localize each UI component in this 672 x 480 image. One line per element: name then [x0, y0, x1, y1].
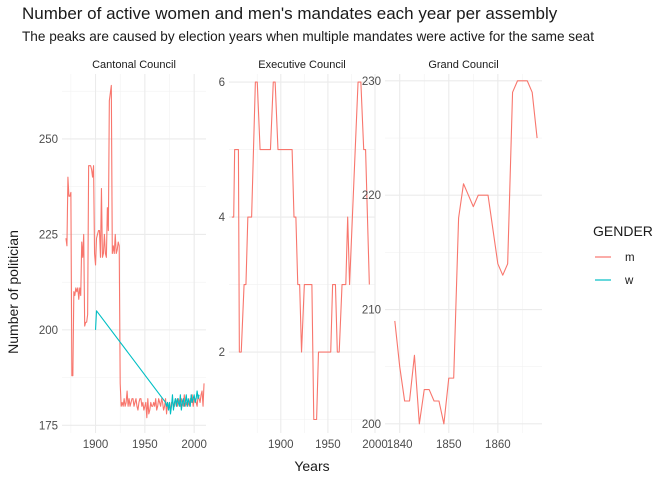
x-tick-label: 2000 — [181, 439, 207, 451]
x-tick-label: 1950 — [315, 439, 341, 451]
facet-strip-label: Executive Council — [258, 59, 345, 71]
y-tick-label: 225 — [39, 229, 58, 241]
y-tick-label: 175 — [39, 420, 58, 432]
y-tick-label: 2 — [219, 347, 225, 359]
series-line-m — [394, 80, 538, 425]
x-tick-label: 2000 — [362, 439, 388, 451]
y-tick-label: 250 — [39, 134, 58, 146]
x-tick-label: 1900 — [268, 439, 294, 451]
y-tick-label: 200 — [39, 325, 58, 337]
legend-title: GENDER — [593, 223, 653, 239]
facet-strip-label: Cantonal Council — [92, 59, 176, 71]
chart-title: Number of active women and men's mandate… — [22, 4, 558, 23]
chart-subtitle: The peaks are caused by election years w… — [22, 29, 594, 44]
x-tick-label: 1860 — [485, 439, 511, 451]
y-tick-label: 220 — [362, 190, 381, 202]
series-line-m — [231, 81, 370, 421]
y-axis-title: Number of politician — [5, 230, 21, 354]
y-tick-label: 200 — [362, 419, 381, 431]
facet-panel: 1900 1950 2000 2 4 6 Executive Council — [219, 59, 388, 451]
y-tick-label: 230 — [362, 76, 381, 88]
legend-label-w: w — [624, 275, 634, 287]
legend: GENDER mw — [593, 223, 653, 287]
x-tick-label: 1900 — [83, 439, 109, 451]
legend-label-m: m — [625, 252, 635, 264]
x-axis-title: Years — [294, 458, 329, 474]
facet-strip-label: Grand Council — [428, 59, 498, 71]
y-tick-label: 6 — [219, 77, 225, 89]
facet-panel: 1840 1850 1860 200 210 220 230 Grand Council — [362, 59, 542, 451]
x-tick-label: 1950 — [132, 439, 158, 451]
facet-panel: 1900 1950 2000 175 200 225 250 Cantonal Council — [39, 59, 207, 451]
series-line-w — [94, 310, 200, 415]
panels-layer: 1900 1950 2000 175 200 225 250 Cantonal Council… — [39, 59, 542, 451]
series-line-m — [65, 84, 205, 419]
x-tick-label: 1850 — [436, 439, 462, 451]
y-tick-label: 4 — [219, 212, 226, 224]
x-tick-label: 1840 — [387, 439, 413, 451]
y-tick-label: 210 — [362, 305, 381, 317]
